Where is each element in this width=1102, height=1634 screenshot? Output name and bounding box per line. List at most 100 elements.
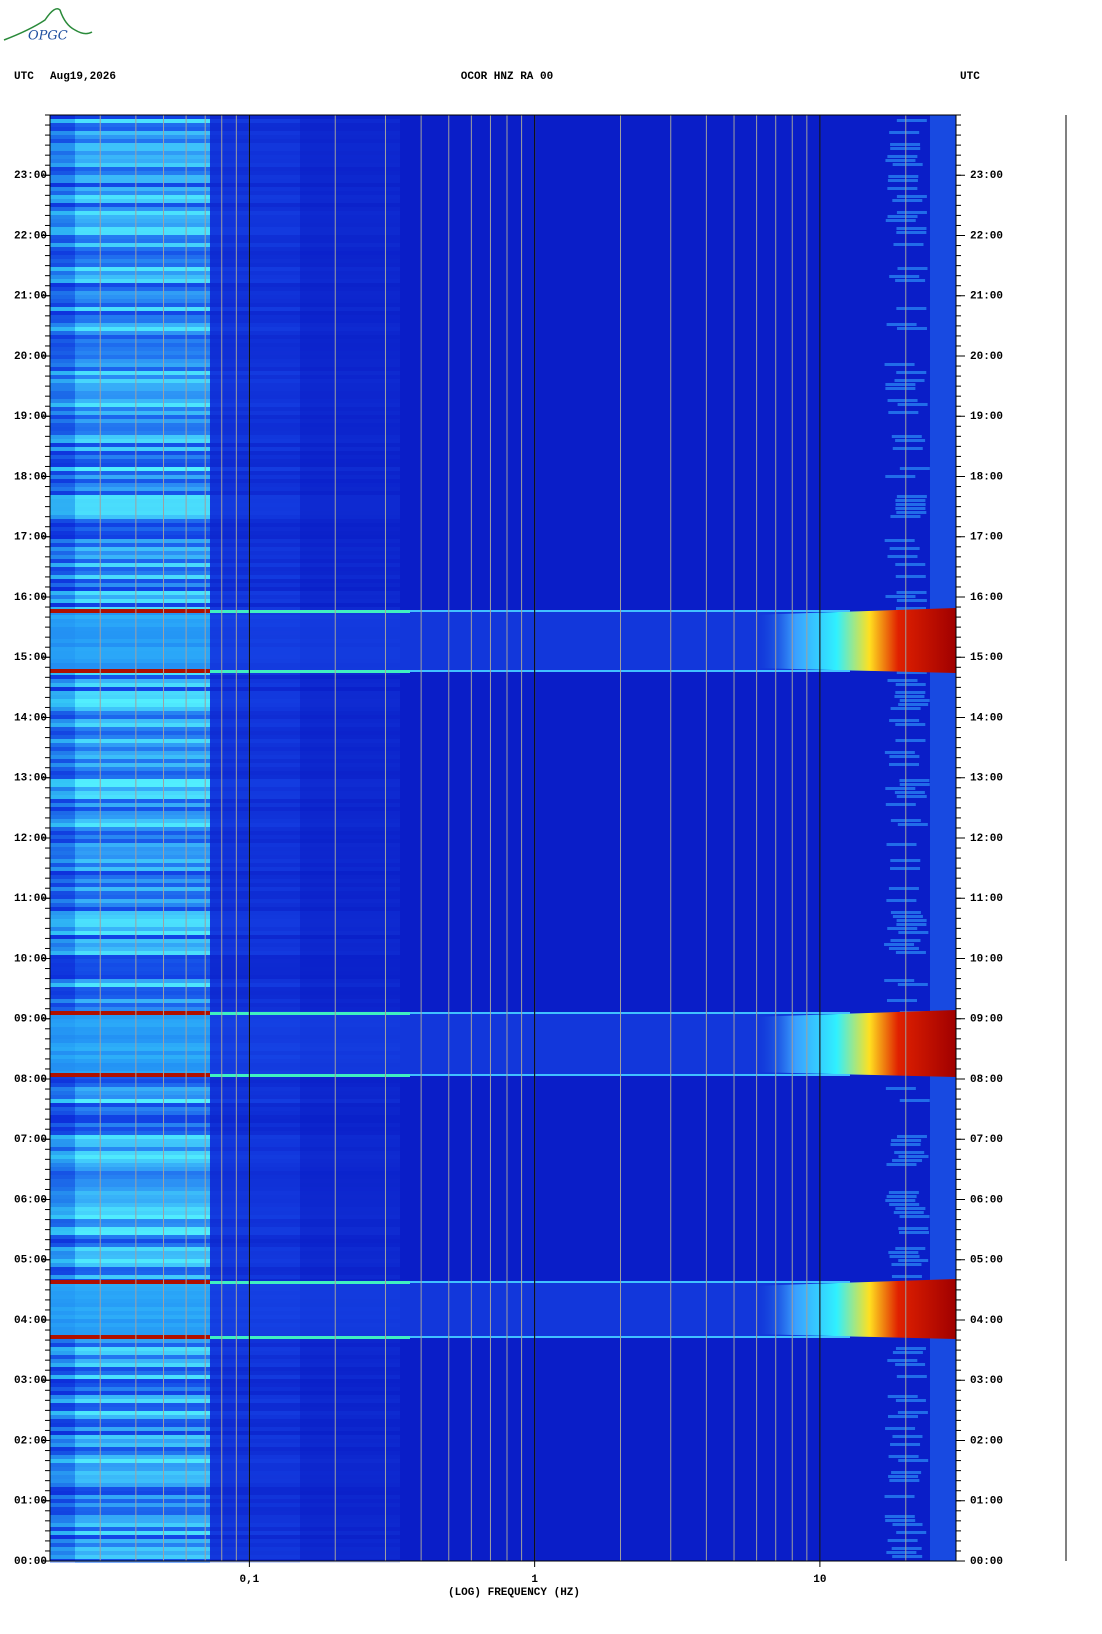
low-band xyxy=(50,367,210,371)
mid-band xyxy=(300,711,400,715)
low-band xyxy=(75,691,210,695)
low-band xyxy=(75,1427,210,1431)
mid-band xyxy=(210,1419,300,1423)
mid-band xyxy=(210,443,300,447)
low-band xyxy=(75,235,210,239)
mid-band xyxy=(300,163,400,167)
mid-band xyxy=(210,1435,300,1439)
mid-band xyxy=(210,347,300,351)
low-band xyxy=(75,1199,210,1203)
mid-band xyxy=(300,979,400,983)
low-band xyxy=(75,723,210,727)
mid-band xyxy=(210,1215,300,1219)
mid-band xyxy=(210,1475,300,1479)
hf-noise xyxy=(885,1519,916,1522)
mid-band xyxy=(300,763,400,767)
low-band xyxy=(75,1235,210,1239)
low-band xyxy=(75,699,210,703)
mid-band xyxy=(300,1371,400,1375)
mid-band xyxy=(210,679,300,683)
low-band xyxy=(75,703,210,707)
low-band xyxy=(50,1407,210,1411)
mid-band xyxy=(300,891,400,895)
mid-band xyxy=(300,1427,400,1431)
hf-noise xyxy=(898,931,929,934)
low-band xyxy=(75,315,210,319)
y-tick-label: 02:00 xyxy=(14,1435,47,1447)
low-band xyxy=(75,1143,210,1147)
mid-band xyxy=(210,463,300,467)
mid-band xyxy=(210,351,300,355)
low-band xyxy=(50,1123,210,1127)
mid-band xyxy=(210,367,300,371)
mid-band xyxy=(210,1363,300,1367)
low-band xyxy=(50,1355,210,1359)
mid-band xyxy=(210,387,300,391)
hf-noise xyxy=(895,507,926,510)
mid-band xyxy=(300,347,400,351)
mid-band xyxy=(300,115,400,119)
y-tick-label: 12:00 xyxy=(970,833,1003,845)
low-band xyxy=(75,499,210,503)
mid-band xyxy=(210,767,300,771)
low-band xyxy=(75,287,210,291)
y-tick-label: 01:00 xyxy=(14,1496,47,1508)
low-band xyxy=(50,523,210,527)
low-band xyxy=(50,1419,210,1423)
y-tick-label: 04:00 xyxy=(970,1315,1003,1327)
low-band xyxy=(50,735,210,739)
hf-noise xyxy=(897,823,928,826)
low-band xyxy=(75,595,210,599)
mid-band xyxy=(210,1523,300,1527)
low-band xyxy=(50,1079,210,1083)
mid-band xyxy=(300,943,400,947)
mid-band xyxy=(300,1123,400,1127)
mid-band xyxy=(300,1143,400,1147)
low-band xyxy=(75,1103,210,1107)
y-tick-label: 05:00 xyxy=(14,1255,47,1267)
mid-band xyxy=(300,1351,400,1355)
mid-band xyxy=(300,283,400,287)
mid-band xyxy=(210,1383,300,1387)
mid-band xyxy=(210,851,300,855)
mid-band xyxy=(210,583,300,587)
y-tick-label: 10:00 xyxy=(970,953,1003,965)
low-band xyxy=(50,479,210,483)
mid-band xyxy=(300,959,400,963)
low-band xyxy=(75,1371,210,1375)
mid-band xyxy=(300,279,400,283)
mid-band xyxy=(210,423,300,427)
mid-band xyxy=(210,1395,300,1399)
low-band xyxy=(75,1447,210,1451)
mid-band xyxy=(210,195,300,199)
low-band xyxy=(75,147,210,151)
mid-band xyxy=(210,259,300,263)
hf-noise xyxy=(889,547,920,550)
mid-band xyxy=(300,1251,400,1255)
mid-band xyxy=(300,1507,400,1511)
y-tick-label: 02:00 xyxy=(970,1435,1003,1447)
low-band xyxy=(75,247,210,251)
mid-band xyxy=(210,491,300,495)
mid-band xyxy=(300,307,400,311)
mid-band xyxy=(210,1387,300,1391)
low-band xyxy=(50,1383,210,1387)
low-band xyxy=(50,303,210,307)
mid-band xyxy=(300,579,400,583)
low-band xyxy=(75,1259,210,1263)
hf-noise xyxy=(896,231,927,234)
mid-band xyxy=(300,467,400,471)
mid-band xyxy=(300,1399,400,1403)
low-band xyxy=(75,267,210,271)
mid-band xyxy=(210,455,300,459)
low-band xyxy=(75,355,210,359)
low-band xyxy=(75,519,210,523)
low-band xyxy=(75,787,210,791)
mid-band xyxy=(210,203,300,207)
low-band xyxy=(75,983,210,987)
low-band xyxy=(75,1111,210,1115)
mid-band xyxy=(300,967,400,971)
low-band xyxy=(50,895,210,899)
low-band xyxy=(75,919,210,923)
mid-band xyxy=(210,375,300,379)
